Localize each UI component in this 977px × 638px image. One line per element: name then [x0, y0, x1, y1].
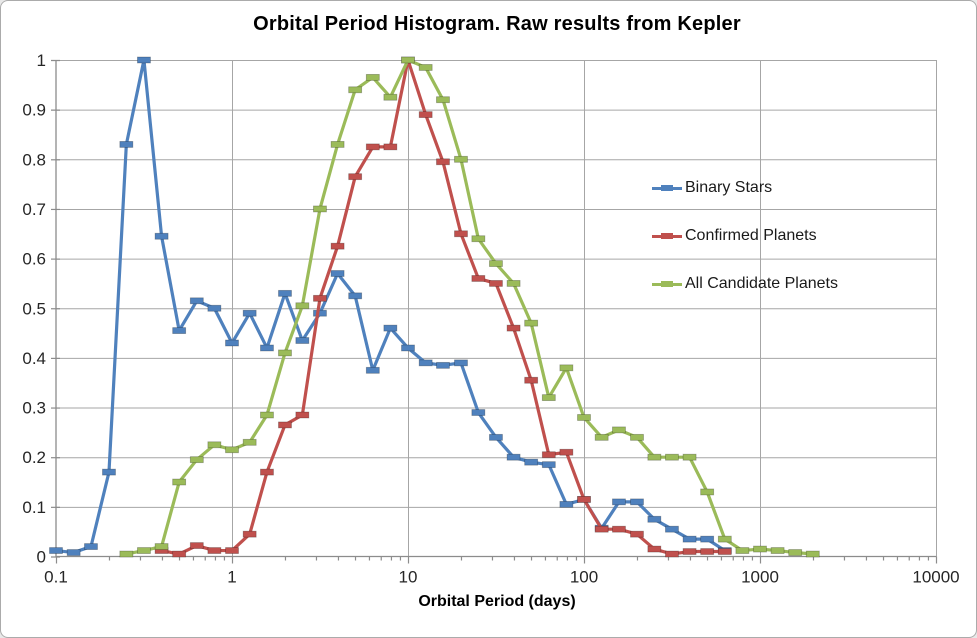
legend-marker-dash-icon [661, 281, 673, 287]
gridlines [56, 60, 937, 557]
series-confirmed-planets [154, 56, 732, 558]
svg-text:10000: 10000 [912, 568, 959, 587]
legend-line-sample [652, 281, 682, 287]
legend: Binary Stars Confirmed Planets All Candi… [652, 164, 838, 308]
svg-text:100: 100 [570, 568, 598, 587]
legend-item-confirmed-planets: Confirmed Planets [652, 212, 838, 260]
svg-text:0.1: 0.1 [22, 498, 46, 517]
svg-text:0: 0 [37, 548, 46, 567]
svg-text:0.2: 0.2 [22, 448, 46, 467]
series-line-binary-stars [55, 58, 726, 555]
svg-text:1: 1 [37, 51, 46, 70]
series-markers-confirmed-planets [154, 56, 732, 558]
series-all-candidate-planets [119, 56, 820, 558]
svg-text:0.9: 0.9 [22, 101, 46, 120]
axis-ticks [51, 59, 938, 564]
legend-marker-dash-icon [661, 233, 673, 239]
svg-text:1: 1 [227, 568, 236, 587]
svg-text:1000: 1000 [741, 568, 779, 587]
svg-text:10: 10 [399, 568, 418, 587]
svg-text:0.8: 0.8 [22, 150, 46, 169]
svg-text:0.6: 0.6 [22, 250, 46, 269]
svg-text:0.7: 0.7 [22, 200, 46, 219]
legend-item-all-candidate-planets: All Candidate Planets [652, 260, 838, 308]
x-tick-labels: 0.1 1 10 100 1000 10000 [44, 568, 959, 587]
series-binary-stars [49, 56, 732, 556]
legend-line-sample [652, 233, 682, 239]
chart-title: Orbital Period Histogram. Raw results fr… [253, 13, 741, 35]
series-line-all-candidate-planets [126, 58, 813, 556]
legend-label: Confirmed Planets [685, 227, 817, 244]
legend-line-sample [652, 185, 682, 191]
svg-text:0.4: 0.4 [22, 349, 46, 368]
x-axis-title: Orbital Period (days) [418, 593, 576, 610]
y-tick-labels: 0 0.1 0.2 0.3 0.4 0.5 0.6 0.7 0.8 0.9 1 [22, 51, 46, 567]
series-line-confirmed-planets [161, 58, 725, 556]
legend-marker-dash-icon [661, 185, 673, 191]
legend-label: All Candidate Planets [685, 275, 838, 292]
svg-text:0.1: 0.1 [44, 568, 68, 587]
legend-label: Binary Stars [685, 179, 773, 196]
svg-text:0.5: 0.5 [22, 299, 46, 318]
legend-item-binary-stars: Binary Stars [652, 164, 838, 212]
svg-text:0.3: 0.3 [22, 399, 46, 418]
series-markers-all-candidate-planets [119, 56, 820, 558]
